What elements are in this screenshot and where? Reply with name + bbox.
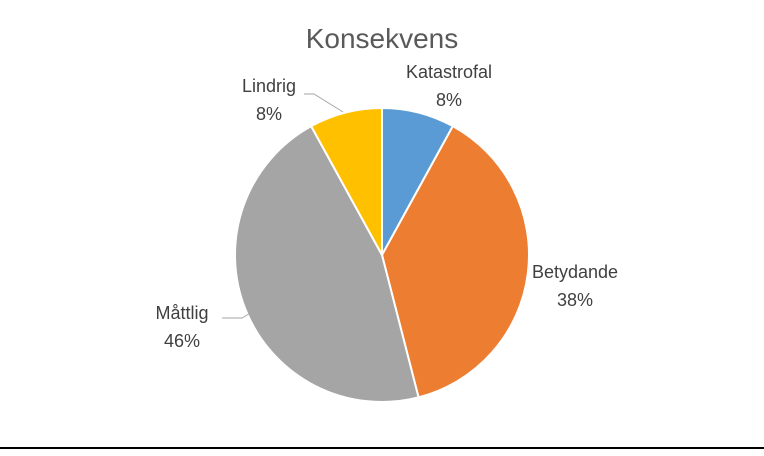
data-label-category: Katastrofal	[406, 62, 492, 82]
data-labels: Katastrofal 8% Betydande 38% Måttlig 46% Lindr…	[155, 62, 618, 351]
leader-lines	[222, 93, 344, 319]
data-label-category: Måttlig	[155, 303, 208, 323]
pie-slice-m-ttlig	[234, 124, 420, 403]
data-label-value: 8%	[256, 104, 282, 124]
data-label-category: Lindrig	[242, 76, 296, 96]
data-label-value: 38%	[557, 290, 593, 310]
pie-slice-lindrig	[309, 106, 383, 256]
data-label-category: Betydande	[532, 262, 618, 282]
leader-line	[304, 93, 344, 113]
data-label-value: 8%	[436, 90, 462, 110]
bottom-divider	[0, 447, 764, 449]
pie-slices	[234, 106, 530, 403]
chart-title: Konsekvens	[306, 23, 459, 54]
data-label-value: 46%	[164, 331, 200, 351]
pie-slice-betydande	[380, 124, 530, 399]
leader-line	[222, 311, 253, 319]
